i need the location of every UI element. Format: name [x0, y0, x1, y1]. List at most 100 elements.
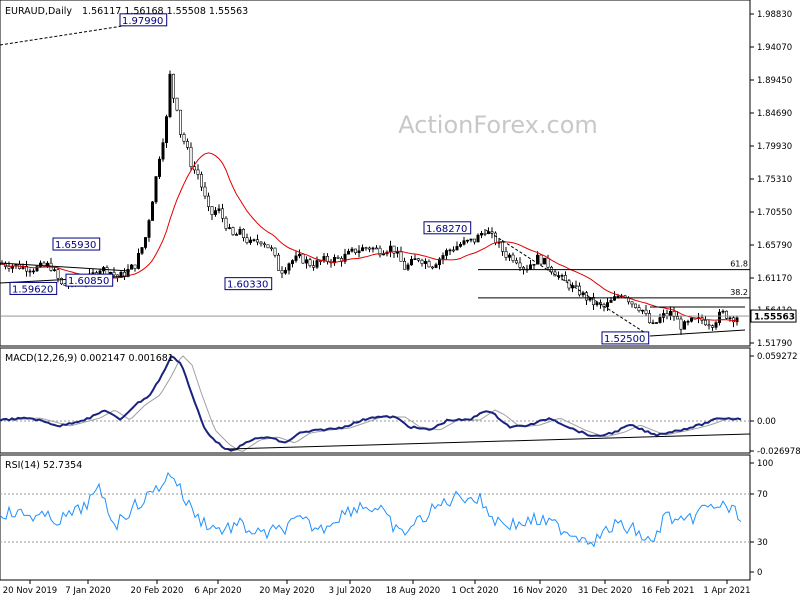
candle-body	[602, 304, 606, 308]
candle	[689, 317, 693, 323]
candle	[434, 262, 438, 269]
candle-body	[402, 261, 406, 270]
price-tick-label: 1.79930	[757, 142, 792, 152]
candle-body	[605, 302, 609, 308]
candle-body	[203, 186, 207, 197]
candle-body	[637, 307, 641, 311]
candle	[465, 239, 469, 244]
candle-body	[301, 253, 305, 264]
macd-line	[0, 354, 742, 452]
candle	[731, 316, 735, 328]
price-annotation: 1.65930	[52, 237, 101, 251]
candle-body	[423, 261, 427, 264]
x-tick-label: 1 Oct 2020	[451, 586, 498, 596]
candle-body	[273, 247, 277, 256]
candle	[207, 192, 211, 212]
current-price-box	[750, 309, 797, 323]
candle-body	[357, 250, 361, 254]
trend-line-dashed	[485, 229, 651, 337]
candle-body	[416, 258, 420, 261]
annotation-label: 1.97990	[122, 16, 163, 27]
candle	[140, 247, 144, 255]
candle-body	[511, 254, 515, 261]
rsi-panel-frame	[0, 454, 751, 581]
candle-body	[200, 174, 204, 188]
candle-body	[252, 239, 256, 241]
candle-body	[434, 264, 438, 268]
candle-body	[469, 238, 473, 241]
candle	[52, 266, 56, 272]
price-annotation: 1.52500	[601, 331, 650, 345]
candle	[144, 237, 148, 250]
annotation-box	[9, 281, 58, 295]
candle	[654, 322, 658, 324]
candle-body	[269, 247, 273, 250]
candle	[252, 238, 256, 242]
candle	[574, 280, 578, 288]
candle-body	[224, 217, 228, 229]
candle	[332, 254, 336, 266]
price-tick-label: 1.94070	[757, 43, 792, 53]
range-line	[0, 262, 131, 272]
candle-body	[465, 239, 469, 242]
price-tick-label: 1.75310	[757, 175, 792, 185]
candle	[231, 226, 235, 236]
candle-body	[165, 116, 169, 143]
x-tick-label: 6 Apr 2020	[194, 586, 241, 596]
candle-body	[290, 260, 294, 265]
candle	[301, 252, 305, 264]
candle-body	[193, 166, 197, 171]
candle-body	[532, 263, 536, 266]
candle-body	[346, 250, 350, 255]
candle-body	[528, 264, 532, 270]
candle-body	[276, 254, 280, 271]
candle	[721, 309, 725, 314]
candle-body	[458, 244, 462, 247]
candle-body	[280, 270, 284, 274]
candle-body	[353, 248, 357, 254]
candle	[427, 259, 431, 268]
candle	[714, 320, 718, 330]
candle-body	[242, 229, 246, 239]
price-tick-label: 1.51790	[757, 339, 792, 349]
candle	[539, 253, 543, 266]
candle	[402, 257, 406, 270]
candle	[644, 305, 648, 316]
candle	[189, 142, 193, 171]
candle-body	[647, 313, 651, 324]
candle-body	[479, 233, 483, 236]
candle-body	[221, 208, 225, 219]
candle-body	[472, 238, 476, 243]
candle	[357, 245, 361, 258]
candle	[161, 138, 165, 162]
candle-body	[714, 322, 718, 328]
candle	[448, 248, 452, 255]
candle	[500, 240, 504, 256]
candle	[59, 277, 63, 285]
candle	[679, 315, 683, 335]
candle-body	[654, 322, 658, 324]
moving-average-line	[1, 152, 738, 322]
candle-body	[245, 237, 249, 243]
candle-body	[441, 255, 445, 260]
annotation-box	[65, 273, 114, 287]
macd-layer: 0.059272 0.00 -0.026978	[0, 352, 800, 457]
candle	[637, 304, 641, 313]
candle-body	[123, 271, 127, 277]
candle-body	[486, 231, 490, 234]
candle-body	[266, 244, 270, 249]
candle	[158, 156, 162, 179]
candle	[556, 271, 560, 280]
candle-body	[518, 262, 522, 268]
candle-body	[214, 210, 218, 215]
candle-body	[406, 264, 410, 270]
rsi-tick-label: 30	[757, 538, 768, 548]
candle	[123, 268, 127, 280]
price-annotation: 1.68270	[423, 221, 472, 235]
candle-body	[665, 313, 669, 317]
price-tick-label: 1.84690	[757, 109, 792, 119]
candle	[276, 253, 280, 271]
macd-tick-label: 0.059272	[757, 352, 798, 362]
candle	[581, 290, 585, 297]
candle-body	[235, 234, 239, 236]
